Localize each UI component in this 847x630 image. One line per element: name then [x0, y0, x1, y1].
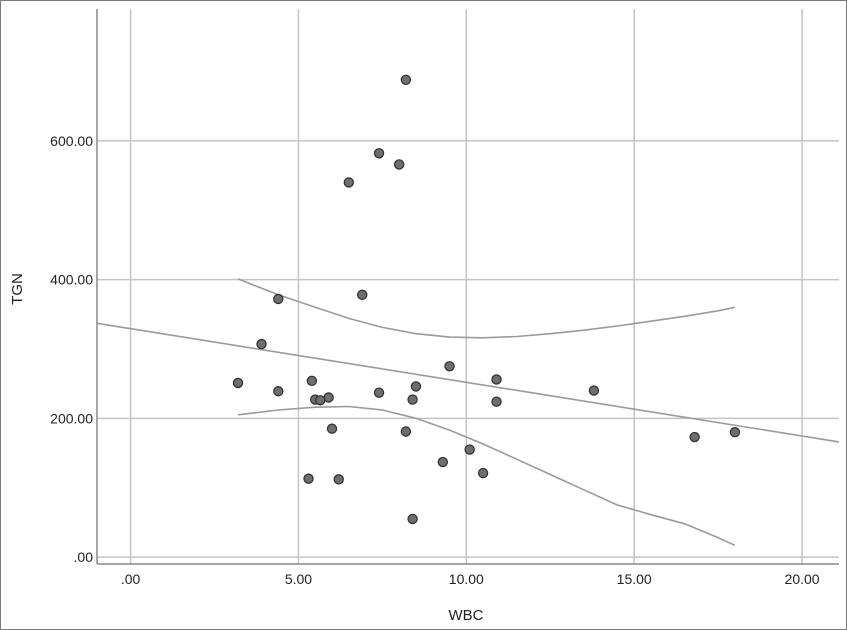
y-tick-label: 600.00	[50, 133, 93, 149]
data-point	[407, 513, 418, 525]
data-point	[333, 474, 344, 485]
data-point	[303, 473, 314, 484]
y-axis-title: TGN	[9, 273, 26, 305]
data-point	[326, 423, 338, 434]
data-point	[689, 431, 700, 443]
data-point	[306, 375, 318, 387]
y-tick-labels: .00 200.00 400.00 600.00	[50, 133, 93, 565]
data-point	[373, 148, 385, 159]
ci-upper-curve	[237, 278, 736, 339]
ci-lower-curve	[237, 405, 736, 547]
x-tick-label: .00	[121, 571, 141, 587]
grid-lines	[97, 9, 839, 564]
data-point	[400, 74, 412, 85]
data-point	[477, 467, 489, 479]
data-point	[410, 381, 422, 392]
data-point	[464, 444, 475, 455]
x-tick-label: 10.00	[449, 571, 484, 587]
y-tick-label: 400.00	[50, 272, 93, 288]
data-point	[357, 289, 368, 301]
data-point	[273, 386, 284, 397]
data-point	[407, 394, 418, 405]
data-point	[491, 374, 502, 385]
data-point	[491, 396, 502, 407]
data-point	[373, 387, 385, 398]
regression-line	[96, 322, 840, 443]
data-point	[729, 426, 741, 438]
data-point	[273, 293, 284, 305]
x-tick-label: 15.00	[617, 571, 652, 587]
x-tick-labels: .00 5.00 10.00 15.00 20.00	[121, 571, 820, 587]
axes	[96, 9, 839, 565]
data-point	[588, 385, 600, 396]
data-point	[437, 456, 449, 468]
data-point	[393, 159, 405, 170]
data-points	[232, 74, 741, 525]
data-point	[444, 361, 455, 372]
data-point	[315, 395, 326, 406]
data-point	[343, 177, 355, 188]
data-point	[232, 377, 244, 389]
x-tick-label: 20.00	[785, 571, 820, 587]
fit-lines	[96, 278, 840, 547]
x-axis-title: WBC	[449, 607, 484, 624]
data-point	[400, 426, 412, 437]
y-tick-label: 200.00	[50, 410, 93, 426]
x-tick-label: 5.00	[285, 571, 312, 587]
y-tick-label: .00	[74, 549, 94, 565]
data-point	[256, 338, 267, 350]
